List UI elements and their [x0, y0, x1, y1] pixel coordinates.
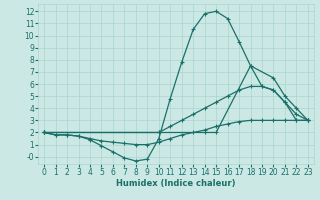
X-axis label: Humidex (Indice chaleur): Humidex (Indice chaleur) [116, 179, 236, 188]
